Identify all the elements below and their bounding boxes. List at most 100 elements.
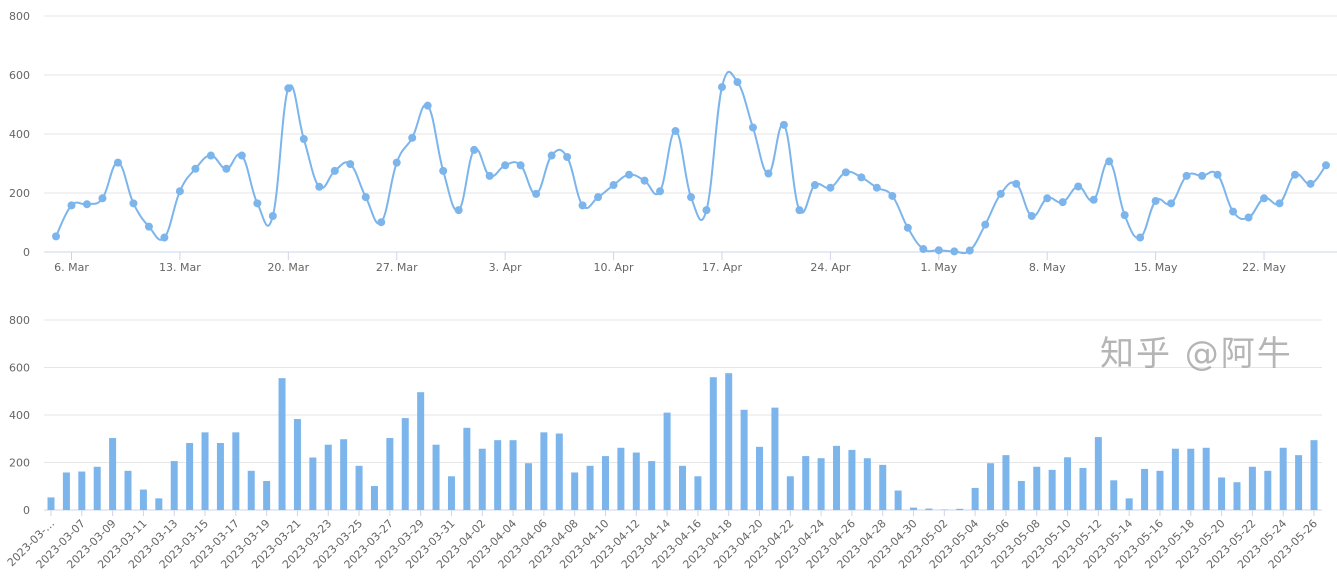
line-series — [55, 70, 1327, 255]
bar — [47, 497, 55, 510]
bar — [447, 476, 455, 510]
bar — [478, 448, 486, 510]
line-point — [1306, 179, 1315, 188]
bar — [1248, 466, 1256, 510]
line-point — [315, 182, 324, 191]
line-point — [717, 83, 726, 92]
line-point — [872, 183, 881, 192]
bar — [956, 508, 964, 510]
bar — [201, 432, 209, 510]
line-point — [810, 181, 819, 190]
line-y-tick-label: 800 — [9, 10, 30, 23]
bar — [833, 445, 841, 510]
bar — [93, 466, 101, 510]
line-point — [392, 158, 401, 167]
line-point — [82, 200, 91, 209]
bar — [155, 498, 163, 510]
line-point — [733, 78, 742, 87]
line-point — [857, 173, 866, 182]
line-point — [1198, 171, 1207, 180]
bar-y-tick-label: 200 — [9, 457, 30, 470]
bar — [309, 457, 317, 510]
line-point — [1275, 199, 1284, 208]
bar — [632, 452, 640, 510]
line-y-tick-label: 400 — [9, 128, 30, 141]
line-point — [594, 193, 603, 202]
bar — [1033, 466, 1041, 510]
line-point — [454, 206, 463, 215]
bar — [417, 392, 425, 510]
bar — [432, 444, 440, 510]
line-x-tick-label: 15. May — [1134, 261, 1178, 274]
bar — [216, 443, 224, 510]
bar — [725, 373, 733, 510]
bar — [278, 378, 286, 510]
bar — [1295, 455, 1303, 510]
bar — [694, 476, 702, 510]
line-point — [299, 135, 308, 144]
bar — [1171, 448, 1179, 510]
bar — [247, 470, 255, 510]
bar-y-tick-label: 600 — [9, 362, 30, 375]
line-x-tick-label: 24. Apr — [810, 261, 850, 274]
bar-y-tick-label: 0 — [23, 504, 30, 517]
bar — [709, 377, 717, 510]
line-point — [1120, 211, 1129, 220]
line-point — [1322, 161, 1330, 170]
line-x-tick-label: 6. Mar — [54, 261, 89, 274]
line-point — [1229, 207, 1238, 216]
bar — [524, 463, 532, 510]
line-point — [361, 193, 370, 202]
line-point — [1012, 179, 1021, 188]
bar — [124, 470, 132, 510]
line-x-tick-label: 1. May — [920, 261, 957, 274]
line-point — [253, 199, 262, 208]
bar — [1094, 437, 1102, 510]
bar — [555, 433, 563, 510]
line-y-tick-label: 0 — [23, 246, 30, 259]
line-point — [1074, 182, 1083, 191]
line-point — [625, 170, 634, 179]
bar — [1141, 468, 1149, 510]
bar-y-tick-label: 400 — [9, 409, 30, 422]
watermark: 知乎 @阿牛 — [1100, 334, 1293, 374]
line-point — [330, 166, 339, 175]
bar — [1233, 482, 1241, 510]
bar — [186, 443, 194, 510]
line-point — [748, 123, 757, 132]
bar — [802, 456, 810, 510]
line-x-tick-label: 8. May — [1029, 261, 1066, 274]
line-point — [965, 246, 974, 255]
line-point — [175, 187, 184, 196]
line-point — [1105, 157, 1114, 166]
bar — [648, 461, 656, 510]
line-point — [702, 206, 711, 215]
bar — [1187, 448, 1195, 510]
bar — [1125, 498, 1133, 510]
bar — [1079, 467, 1087, 510]
line-point — [423, 101, 432, 110]
bar — [386, 438, 394, 510]
bar — [740, 409, 748, 510]
line-point — [67, 201, 76, 210]
bar — [232, 432, 240, 510]
bar — [1064, 457, 1072, 510]
line-point — [485, 171, 494, 180]
line-x-tick-label: 22. May — [1242, 261, 1286, 274]
line-point — [919, 245, 928, 254]
line-point — [237, 151, 246, 160]
line-point — [981, 220, 990, 229]
bar — [1048, 469, 1056, 510]
line-x-tick-label: 20. Mar — [267, 261, 309, 274]
line-point — [1291, 170, 1300, 179]
line-point — [1213, 170, 1222, 179]
bar — [586, 465, 594, 510]
bar — [293, 419, 301, 510]
line-point — [671, 127, 680, 136]
bar — [987, 463, 995, 510]
bar — [1110, 480, 1118, 510]
bar — [971, 487, 979, 510]
line-point — [888, 191, 897, 200]
bar — [940, 509, 948, 511]
bar — [370, 486, 378, 510]
